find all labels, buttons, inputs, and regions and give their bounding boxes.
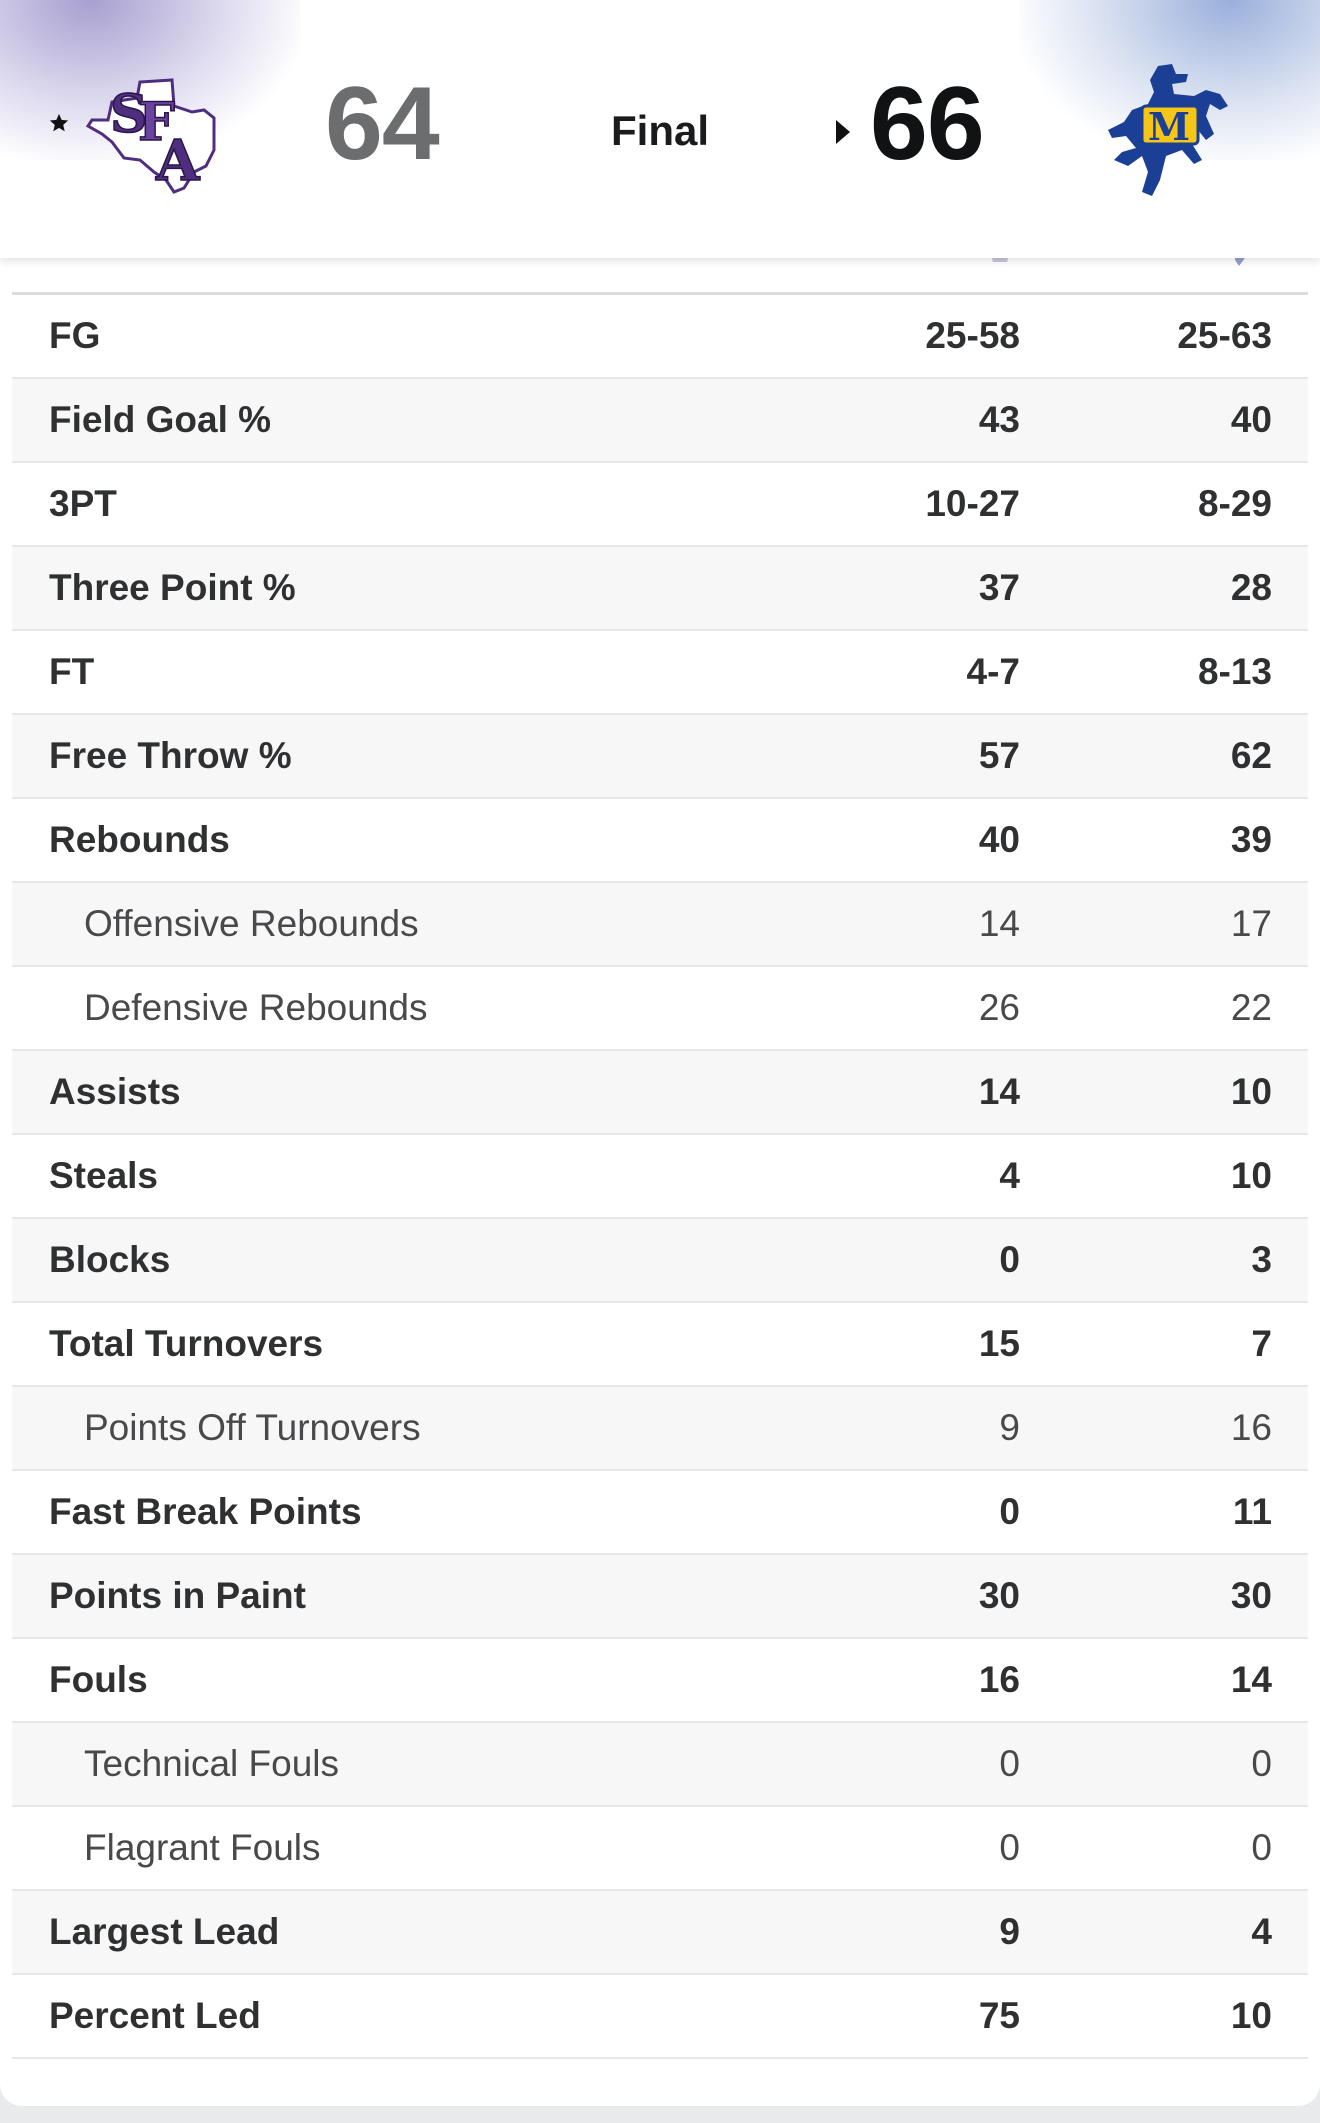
- away-stat-value: 15: [978, 1323, 1020, 1364]
- home-stat-value: 8-13: [1197, 651, 1272, 692]
- mcneese-cowboy-logo[interactable]: M: [1102, 60, 1234, 200]
- svg-text:M: M: [1148, 104, 1190, 149]
- stat-row: Three Point % 37 28: [12, 547, 1308, 631]
- stat-label: Fouls: [49, 1659, 148, 1700]
- stat-label: 3PT: [49, 483, 117, 524]
- stat-row: Total Turnovers 15 7: [12, 1303, 1308, 1387]
- home-stat-value: 7: [1251, 1323, 1272, 1364]
- home-stat-value: 14: [1230, 1659, 1272, 1700]
- away-stat-value: 9: [999, 1911, 1020, 1952]
- stat-row: 3PT 10-27 8-29: [12, 463, 1308, 547]
- stat-label: Fast Break Points: [49, 1491, 362, 1532]
- stat-label: Offensive Rebounds: [84, 903, 419, 944]
- stat-row: Steals 4 10: [12, 1135, 1308, 1219]
- star-icon: [49, 113, 69, 132]
- away-stat-value: 25-58: [925, 315, 1020, 356]
- stat-row: Field Goal % 43 40: [12, 379, 1308, 463]
- home-stat-value: 39: [1230, 819, 1272, 860]
- away-stat-value: 9: [999, 1407, 1020, 1448]
- home-stat-value: 30: [1230, 1575, 1272, 1616]
- home-stat-value: 11: [1232, 1491, 1272, 1532]
- stat-row: Points in Paint 30 30: [12, 1555, 1308, 1639]
- stat-row: Blocks 0 3: [12, 1219, 1308, 1303]
- stat-row: FG 25-58 25-63: [12, 295, 1308, 379]
- home-stat-value: 17: [1230, 903, 1272, 944]
- svg-text:S: S: [110, 84, 148, 145]
- home-score: 66: [870, 66, 985, 182]
- svg-text:F: F: [138, 92, 175, 153]
- stat-label: Points in Paint: [49, 1575, 306, 1616]
- home-stat-value: 10: [1230, 1155, 1272, 1196]
- away-stat-value: 0: [999, 1491, 1020, 1532]
- stat-row: Fast Break Points 0 11: [12, 1471, 1308, 1555]
- away-stat-value: 37: [978, 567, 1020, 608]
- stat-row: Technical Fouls 0 0: [12, 1723, 1308, 1807]
- away-stat-value: 57: [978, 735, 1020, 776]
- stat-label: Defensive Rebounds: [84, 987, 428, 1028]
- sfa-logo[interactable]: S F A: [82, 62, 232, 197]
- stat-row: FT 4-7 8-13: [12, 631, 1308, 715]
- home-stat-value: 0: [1251, 1827, 1272, 1868]
- stat-row: Offensive Rebounds 14 17: [12, 883, 1308, 967]
- stat-row: Rebounds 40 39: [12, 799, 1308, 883]
- stat-label: Assists: [49, 1071, 181, 1112]
- home-stat-value: 22: [1230, 987, 1272, 1028]
- away-stat-value: 4-7: [966, 651, 1020, 692]
- stat-row: Percent Led 75 10: [12, 1975, 1308, 2059]
- table-header-divider: [12, 292, 1308, 295]
- stat-row: Defensive Rebounds 26 22: [12, 967, 1308, 1051]
- stat-label: Field Goal %: [49, 399, 272, 440]
- stat-label: Blocks: [49, 1239, 171, 1280]
- stat-label: Largest Lead: [49, 1911, 280, 1952]
- away-stat-value: 10-27: [925, 483, 1020, 524]
- stat-row: Fouls 16 14: [12, 1639, 1308, 1723]
- caret-right-icon: [836, 120, 850, 144]
- home-stat-value: 8-29: [1197, 483, 1272, 524]
- away-stat-value: 14: [978, 903, 1020, 944]
- stat-label: Technical Fouls: [84, 1743, 340, 1784]
- home-stat-value: 3: [1251, 1239, 1272, 1280]
- team-stats-table: FG 25-58 25-63 Field Goal % 43 40 3PT 10-27 8-29…: [12, 295, 1308, 2059]
- away-stat-value: 40: [978, 819, 1020, 860]
- away-stat-value: 0: [999, 1743, 1020, 1784]
- home-stat-value: 0: [1251, 1743, 1272, 1784]
- away-stat-value: 4: [999, 1155, 1020, 1196]
- away-stat-value: 43: [978, 399, 1020, 440]
- stat-label: Free Throw %: [49, 735, 292, 776]
- game-status: Final: [611, 107, 710, 154]
- team-stats-panel: FG 25-58 25-63 Field Goal % 43 40 3PT 10-27 8-29…: [0, 236, 1320, 2106]
- home-stat-value: 28: [1230, 567, 1272, 608]
- stat-label: Three Point %: [49, 567, 296, 608]
- stat-label: FG: [49, 315, 101, 356]
- stat-row: Assists 14 10: [12, 1051, 1308, 1135]
- home-stat-value: 10: [1230, 1071, 1272, 1112]
- home-stat-value: 10: [1230, 1995, 1272, 2036]
- stat-row: Largest Lead 9 4: [12, 1891, 1308, 1975]
- stat-label: Steals: [49, 1155, 159, 1196]
- stat-label: Flagrant Fouls: [84, 1827, 321, 1868]
- stat-label: FT: [49, 651, 95, 692]
- stat-row: Flagrant Fouls 0 0: [12, 1807, 1308, 1891]
- away-stat-value: 0: [999, 1239, 1020, 1280]
- home-stat-value: 62: [1230, 735, 1272, 776]
- away-stat-value: 30: [978, 1575, 1020, 1616]
- scoreboard-header: S F A 64 Final 66 M: [0, 0, 1320, 258]
- stat-row: Points Off Turnovers 9 16: [12, 1387, 1308, 1471]
- home-stat-value: 25-63: [1177, 315, 1272, 356]
- away-stat-value: 0: [999, 1827, 1020, 1868]
- stat-row: Free Throw % 57 62: [12, 715, 1308, 799]
- home-stat-value: 4: [1251, 1911, 1272, 1952]
- stat-label: Rebounds: [49, 819, 230, 860]
- stat-label: Points Off Turnovers: [84, 1407, 421, 1448]
- home-stat-value: 16: [1230, 1407, 1272, 1448]
- home-stat-value: 40: [1230, 399, 1272, 440]
- away-stat-value: 14: [978, 1071, 1020, 1112]
- away-score: 64: [325, 66, 440, 182]
- stat-label: Percent Led: [49, 1995, 261, 2036]
- away-stat-value: 16: [978, 1659, 1020, 1700]
- svg-text:A: A: [155, 128, 201, 194]
- stat-label: Total Turnovers: [49, 1323, 324, 1364]
- away-stat-value: 75: [978, 1995, 1020, 2036]
- away-stat-value: 26: [978, 987, 1020, 1028]
